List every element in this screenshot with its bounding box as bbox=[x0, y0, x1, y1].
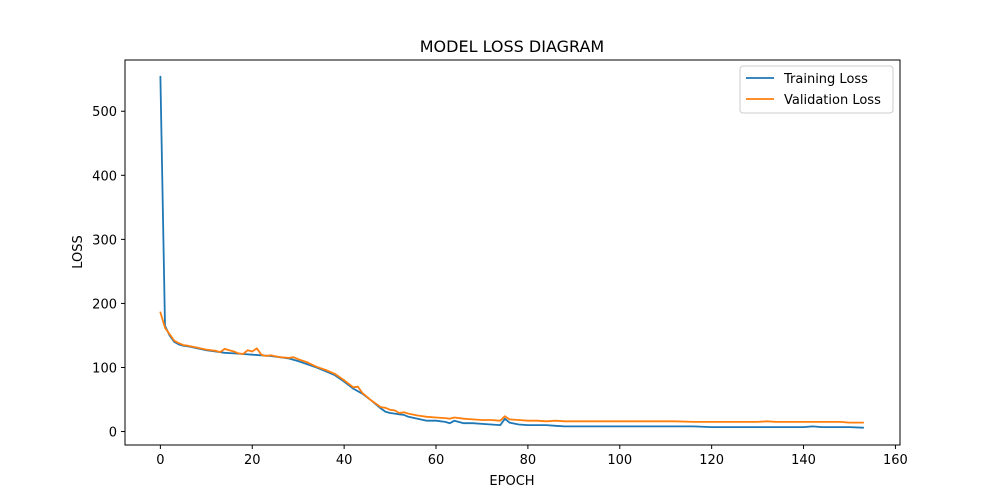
x-tick-label: 60 bbox=[428, 453, 445, 468]
x-tick-label: 80 bbox=[520, 453, 537, 468]
legend: Training Loss Validation Loss bbox=[739, 65, 894, 114]
y-tick-label: 100 bbox=[92, 361, 117, 376]
legend-label-training-loss: Training Loss bbox=[783, 72, 868, 87]
y-axis: 0 100 200 300 400 500 bbox=[92, 105, 125, 441]
training-loss-line bbox=[159, 75, 865, 429]
x-tick-label: 0 bbox=[156, 453, 164, 468]
y-tick-label: 500 bbox=[92, 105, 117, 120]
x-axis-label: EPOCH bbox=[489, 474, 534, 489]
y-tick-label: 400 bbox=[92, 169, 117, 184]
series-layer bbox=[159, 75, 865, 429]
plot-area bbox=[124, 59, 901, 446]
chart-title: MODEL LOSS DIAGRAM bbox=[420, 37, 604, 56]
x-axis: 0 20 40 60 80 100 120 140 160 bbox=[156, 445, 908, 468]
x-tick-label: 160 bbox=[883, 453, 908, 468]
legend-box bbox=[739, 65, 894, 114]
legend-label-validation-loss: Validation Loss bbox=[784, 93, 881, 108]
validation-loss-line bbox=[159, 311, 865, 424]
y-axis-label: LOSS bbox=[71, 235, 86, 269]
x-tick-label: 120 bbox=[699, 453, 724, 468]
x-tick-label: 140 bbox=[791, 453, 816, 468]
plot-frame bbox=[124, 59, 901, 446]
x-tick-label: 20 bbox=[244, 453, 261, 468]
y-tick-label: 200 bbox=[92, 297, 117, 312]
y-tick-label: 300 bbox=[92, 233, 117, 248]
y-tick-label: 0 bbox=[109, 426, 117, 441]
x-tick-label: 100 bbox=[607, 453, 632, 468]
x-tick-label: 40 bbox=[336, 453, 353, 468]
